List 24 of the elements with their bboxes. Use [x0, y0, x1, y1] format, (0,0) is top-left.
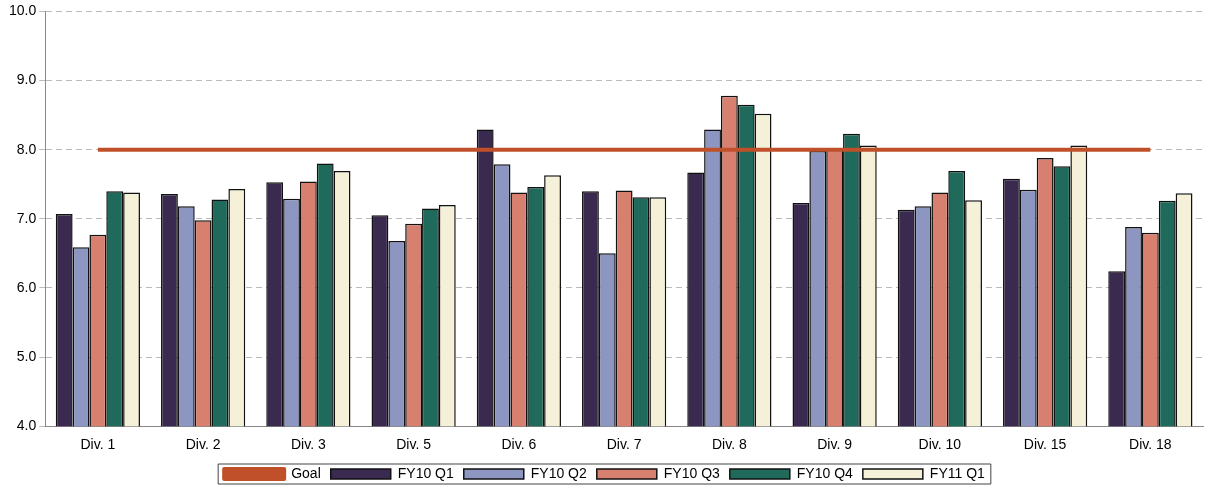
legend-label: FY11 Q1: [929, 464, 986, 481]
x-tick-label: Div. 15: [1023, 436, 1067, 453]
x-tick-label: Div. 6: [501, 436, 537, 453]
legend-label: Goal: [291, 464, 321, 481]
x-tick-label: Div. 5: [396, 436, 432, 453]
legend-label: FY10 Q2: [530, 464, 588, 481]
y-tick-label: 9.0: [16, 71, 37, 88]
x-tick-label: Div. 3: [291, 436, 326, 453]
y-tick-label: 10.0: [9, 2, 37, 19]
y-tick-label: 5.0: [16, 347, 37, 364]
x-tick-label: Div. 1: [80, 436, 116, 453]
y-tick-label: 4.0: [16, 417, 37, 434]
y-tick-label: 8.0: [16, 140, 37, 157]
x-tick-label: Div. 9: [817, 436, 853, 453]
y-tick-label: 6.0: [16, 278, 37, 295]
x-tick-label: Div. 8: [712, 436, 747, 453]
x-tick-label: Div. 18: [1129, 436, 1172, 453]
x-tick-label: Div. 10: [918, 436, 962, 453]
legend-label: FY10 Q4: [796, 464, 854, 481]
x-tick-label: Div. 7: [606, 436, 642, 453]
legend-label: FY10 Q1: [397, 464, 454, 481]
y-tick-label: 7.0: [16, 209, 37, 226]
legend-label: FY10 Q3: [663, 464, 721, 481]
x-tick-label: Div. 2: [185, 436, 221, 453]
